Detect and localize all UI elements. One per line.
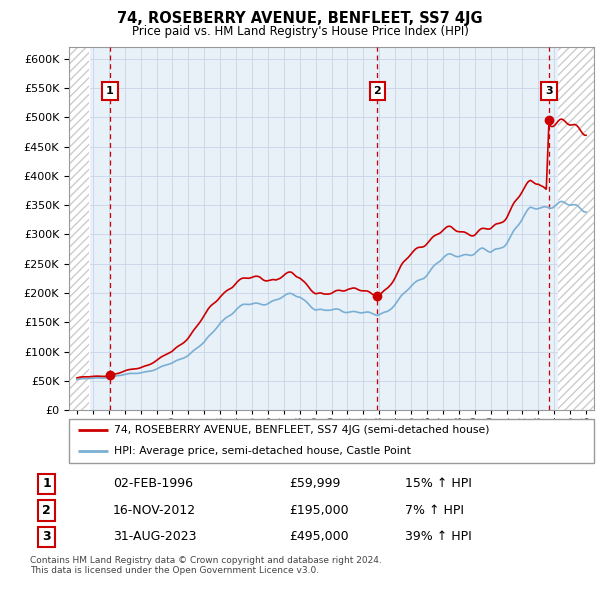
Text: Price paid vs. HM Land Registry's House Price Index (HPI): Price paid vs. HM Land Registry's House … (131, 25, 469, 38)
Bar (69, 47, 89, 410)
Bar (69, 18, 89, 410)
Text: 02-FEB-1996: 02-FEB-1996 (113, 477, 193, 490)
Text: 1: 1 (42, 477, 51, 490)
Text: 7% ↑ HPI: 7% ↑ HPI (406, 504, 464, 517)
Text: £195,000: £195,000 (289, 504, 349, 517)
Text: 3: 3 (545, 86, 553, 96)
Text: 2: 2 (42, 504, 51, 517)
Text: HPI: Average price, semi-detached house, Castle Point: HPI: Average price, semi-detached house,… (113, 446, 410, 455)
Text: Contains HM Land Registry data © Crown copyright and database right 2024.
This d: Contains HM Land Registry data © Crown c… (30, 556, 382, 575)
Text: 31-AUG-2023: 31-AUG-2023 (113, 530, 196, 543)
Text: 74, ROSEBERRY AVENUE, BENFLEET, SS7 4JG (semi-detached house): 74, ROSEBERRY AVENUE, BENFLEET, SS7 4JG … (113, 425, 489, 435)
Text: 39% ↑ HPI: 39% ↑ HPI (406, 530, 472, 543)
Bar (558, 18, 594, 410)
Bar (558, 47, 594, 410)
Text: 2: 2 (373, 86, 381, 96)
Text: £59,999: £59,999 (289, 477, 341, 490)
Text: 74, ROSEBERRY AVENUE, BENFLEET, SS7 4JG: 74, ROSEBERRY AVENUE, BENFLEET, SS7 4JG (117, 11, 483, 25)
Text: 16-NOV-2012: 16-NOV-2012 (113, 504, 196, 517)
Text: 3: 3 (42, 530, 51, 543)
Text: 1: 1 (106, 86, 114, 96)
Text: 15% ↑ HPI: 15% ↑ HPI (406, 477, 472, 490)
Text: £495,000: £495,000 (289, 530, 349, 543)
